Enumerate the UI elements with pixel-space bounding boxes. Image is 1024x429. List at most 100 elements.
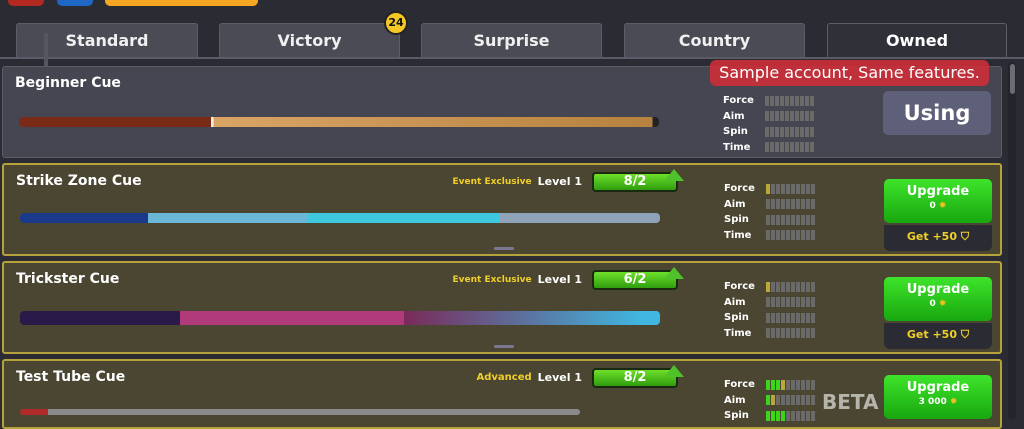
cue-row-strike-zone[interactable]: Strike Zone Cue Event Exclusive Level 1 8… [2, 163, 1002, 256]
stat-label: Spin [724, 214, 749, 226]
stat-bar [766, 199, 815, 210]
stat-spin: Spin [723, 124, 814, 140]
stat-bar [766, 379, 815, 390]
cue-stats: Force Aim Spin Time [724, 181, 815, 243]
cue-row-test-tube[interactable]: Test Tube Cue Advanced Level 1 8/2 Force A… [2, 359, 1002, 429]
cue-image [20, 213, 660, 223]
tab-surprise[interactable]: Surprise [421, 23, 602, 57]
beta-watermark: BETA [822, 390, 879, 414]
cue-row-trickster[interactable]: Trickster Cue Event Exclusive Level 1 6/2… [2, 261, 1002, 354]
stat-time: Time [723, 140, 814, 156]
stat-bar [766, 230, 815, 241]
stat-force: Force [724, 279, 815, 295]
cue-name: Strike Zone Cue [16, 173, 142, 189]
get-button[interactable]: Get +50 ⛉ [884, 323, 992, 349]
cue-name: Test Tube Cue [16, 369, 126, 385]
stat-label: Aim [724, 394, 746, 406]
cue-stats: Force Aim Spin Time [723, 93, 814, 155]
coin-icon: ✹ [949, 397, 958, 407]
stat-aim: Aim [723, 109, 814, 125]
cue-piece-icon: ⛉ [960, 230, 970, 243]
stat-bar [766, 183, 815, 194]
using-button[interactable]: Using [883, 91, 991, 135]
cue-row-beginner[interactable]: Beginner Cue Force Aim Spin Time Using [2, 66, 1002, 158]
cue-tag: Event Exclusive [452, 274, 532, 285]
stat-aim: Aim [724, 393, 815, 409]
progress-bar: 6/2 [592, 270, 678, 290]
upgrade-arrow-icon [664, 169, 684, 181]
cue-image [19, 117, 659, 127]
stat-bar [766, 312, 815, 323]
cue-tag: Event Exclusive [452, 176, 532, 187]
cue-image [20, 311, 660, 325]
tab-owned[interactable]: Owned [827, 23, 1007, 57]
stat-force: Force [724, 377, 815, 393]
top-blue-button[interactable] [57, 0, 93, 6]
stat-label: Force [723, 95, 754, 107]
stat-bar [766, 281, 815, 292]
scrollbar-thumb[interactable] [1009, 64, 1015, 94]
stat-spin: Spin [724, 212, 815, 228]
stat-label: Time [723, 141, 751, 153]
page-indicator [494, 247, 514, 250]
stat-bar [766, 410, 815, 421]
stat-label: Aim [724, 198, 746, 210]
stat-label: Force [724, 281, 755, 293]
cue-level: Level 1 [537, 175, 582, 188]
cue-piece-icon: ⛉ [960, 328, 970, 341]
tab-divider [0, 57, 1024, 59]
upgrade-button[interactable]: Upgrade 0 ✹ [884, 179, 992, 223]
stat-time: Time [724, 228, 815, 244]
cue-name: Beginner Cue [15, 75, 121, 91]
victory-count-badge: 24 [384, 11, 408, 35]
upgrade-button[interactable]: Upgrade 0 ✹ [884, 277, 992, 321]
stat-label: Spin [724, 312, 749, 324]
upgrade-arrow-icon [664, 365, 684, 377]
top-red-button[interactable] [8, 0, 44, 6]
stat-label: Spin [724, 410, 749, 422]
progress-bar: 8/2 [592, 172, 678, 192]
coin-icon: ✹ [938, 201, 947, 211]
stat-force: Force [724, 181, 815, 197]
overlay-handle [44, 33, 48, 89]
upgrade-button[interactable]: Upgrade 3 000 ✹ [884, 375, 992, 419]
stat-time: Time [724, 326, 815, 342]
cue-level: Level 1 [537, 273, 582, 286]
progress-bar: 8/2 [592, 368, 678, 388]
upgrade-arrow-icon [664, 267, 684, 279]
stat-bar [766, 297, 815, 308]
stat-label: Time [724, 327, 752, 339]
stat-bar [766, 395, 815, 406]
stat-bar [765, 111, 814, 122]
top-orange-button[interactable] [105, 0, 258, 6]
page-indicator [494, 345, 514, 348]
scrollbar[interactable] [1008, 62, 1016, 420]
stat-bar [765, 142, 814, 153]
get-button[interactable]: Get +50 ⛉ [884, 225, 992, 251]
stat-aim: Aim [724, 197, 815, 213]
stat-label: Aim [724, 296, 746, 308]
stat-label: Force [724, 183, 755, 195]
stat-bar [765, 126, 814, 137]
stat-bar [765, 95, 814, 106]
cue-tag: Advanced [476, 372, 532, 383]
coin-icon: ✹ [938, 299, 947, 309]
toast-message: Sample account, Same features. [710, 60, 989, 86]
stat-label: Spin [723, 126, 748, 138]
cue-level: Level 1 [537, 371, 582, 384]
cue-stats: Force Aim Spin Time [724, 279, 815, 341]
tab-victory[interactable]: Victory [219, 23, 400, 57]
tab-country[interactable]: Country [624, 23, 805, 57]
cue-name: Trickster Cue [16, 271, 120, 287]
stat-force: Force [723, 93, 814, 109]
stat-label: Aim [723, 110, 745, 122]
stat-spin: Spin [724, 408, 815, 424]
cue-image [20, 409, 580, 415]
stat-label: Time [724, 229, 752, 241]
stat-bar [766, 328, 815, 339]
cue-stats: Force Aim Spin [724, 377, 815, 424]
stat-aim: Aim [724, 295, 815, 311]
stat-label: Force [724, 379, 755, 391]
stat-bar [766, 214, 815, 225]
stat-spin: Spin [724, 310, 815, 326]
